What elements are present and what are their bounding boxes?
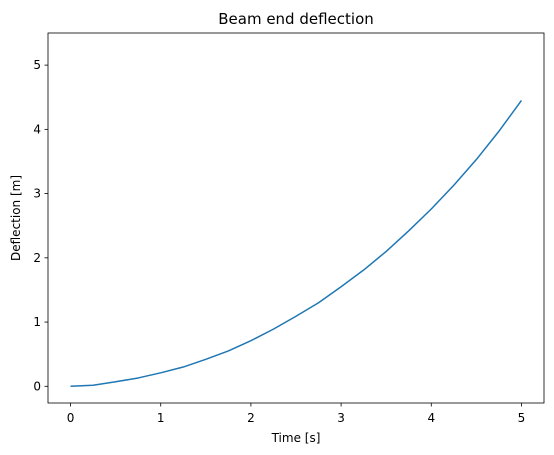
y-tick-label: 3 bbox=[33, 187, 41, 201]
x-tick-label: 1 bbox=[157, 411, 165, 425]
chart-title: Beam end deflection bbox=[218, 10, 374, 28]
y-tick-label: 5 bbox=[33, 58, 41, 72]
x-tick-label: 4 bbox=[427, 411, 435, 425]
y-tick-label: 4 bbox=[33, 122, 41, 136]
y-tick-label: 0 bbox=[33, 379, 41, 393]
x-tick-label: 5 bbox=[518, 411, 526, 425]
series-line-0 bbox=[70, 100, 523, 388]
x-tick-label: 3 bbox=[337, 411, 345, 425]
y-axis-title: Deflection [m] bbox=[9, 175, 23, 261]
x-tick-label: 2 bbox=[247, 411, 255, 425]
y-tick-label: 2 bbox=[33, 251, 41, 265]
plot-frame bbox=[47, 32, 545, 404]
x-axis-title: Time [s] bbox=[271, 431, 321, 445]
x-tick-label: 0 bbox=[67, 411, 75, 425]
y-tick-label: 1 bbox=[33, 315, 41, 329]
